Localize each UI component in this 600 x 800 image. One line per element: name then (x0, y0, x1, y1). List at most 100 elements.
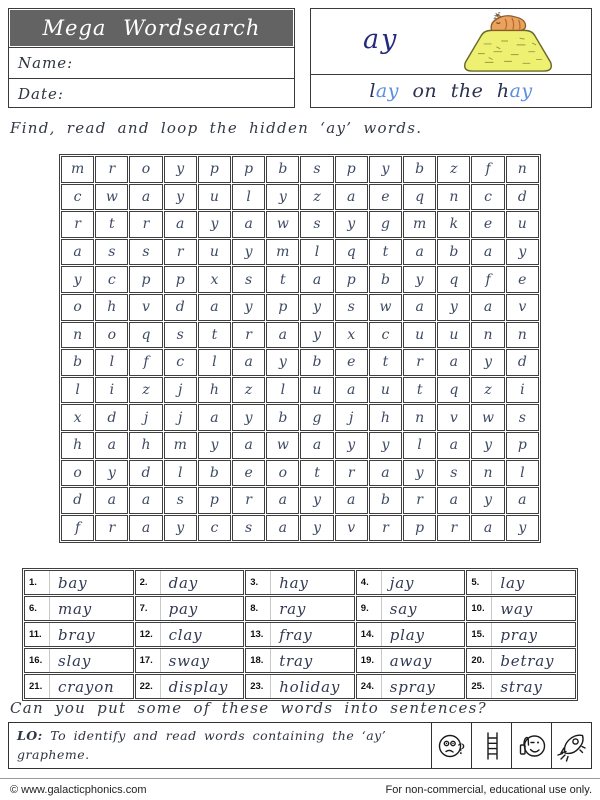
word-list-cell: 11. bray (24, 622, 134, 647)
date-field: Date: (9, 78, 294, 109)
grid-cell: b (266, 404, 300, 431)
grid-cell: v (505, 293, 539, 321)
word-number: 3. (246, 571, 272, 594)
grid-cell: u (505, 211, 539, 238)
grid-cell: a (334, 487, 368, 514)
grid-cell: f (471, 266, 505, 293)
grid-cell: p (334, 156, 368, 183)
grid-cell: a (266, 487, 300, 514)
grid-cell: r (232, 321, 266, 349)
word-list-cell: 4. jay (355, 570, 466, 595)
grid-cell: l (266, 376, 300, 404)
grid-cell: b (368, 266, 403, 293)
word-number: 14. (357, 623, 382, 646)
grid-cell: s (300, 211, 334, 238)
word-list-cell: 23. holiday (245, 674, 355, 699)
grid-cell: b (437, 238, 471, 266)
grid-cell: t (95, 211, 129, 238)
word-text: betray (500, 651, 555, 670)
grid-cell: l (61, 376, 95, 404)
footer-credit: © www.galacticphonics.com (10, 784, 147, 796)
grid-cell: b (368, 487, 403, 514)
word-list-cell: 16. slay (24, 648, 134, 673)
grid-cell: b (266, 156, 300, 183)
grid-cell: n (505, 321, 539, 349)
grid-cell: p (334, 266, 368, 293)
grid-cell: y (505, 238, 539, 266)
grid-cell: e (471, 211, 505, 238)
sentence-prompt: Can you put some of these words into sen… (10, 699, 488, 717)
grid-cell: o (61, 293, 95, 321)
grid-cell: s (505, 404, 539, 431)
grid-cell: z (232, 376, 266, 404)
grid-cell: i (95, 376, 129, 404)
lo-body: To identify and read words containing th… (17, 728, 387, 763)
grid-cell: c (197, 514, 232, 542)
grid-cell: d (61, 487, 95, 514)
word-number: 9. (357, 597, 382, 620)
grid-cell: p (197, 156, 232, 183)
grid-cell: y (95, 459, 129, 487)
grid-cell: w (368, 293, 403, 321)
instruction-text: Find, read and loop the hidden ‘ay’ word… (10, 119, 423, 137)
grid-cell: a (61, 238, 95, 266)
word-list-cell: 18. tray (245, 648, 355, 673)
ladder-icon (471, 723, 511, 768)
grid-cell: x (334, 321, 368, 349)
grid-cell: j (334, 404, 368, 431)
grid-cell: r (437, 514, 471, 542)
caption-part: on the h (398, 80, 510, 102)
grid-cell: n (437, 183, 471, 211)
grid-cell: h (368, 404, 403, 431)
word-text: may (58, 599, 93, 618)
svg-text:z: z (492, 12, 498, 21)
footer-license: For non-commercial, educational use only… (385, 784, 592, 796)
grid-cell: z (437, 156, 471, 183)
grid-cell: u (197, 183, 232, 211)
word-number: 1. (25, 571, 50, 594)
grid-cell: v (129, 293, 163, 321)
grid-cell: y (334, 431, 368, 459)
grid-cell: l (403, 431, 437, 459)
grid-cell: t (368, 238, 403, 266)
grid-cell: y (61, 266, 95, 293)
grid-cell: a (471, 293, 505, 321)
word-text: holiday (279, 677, 341, 696)
word-text: clay (168, 625, 203, 644)
grid-cell: b (197, 459, 232, 487)
grid-cell: c (163, 349, 197, 376)
grid-cell: a (163, 211, 197, 238)
grid-cell: a (334, 183, 368, 211)
grid-cell: a (403, 293, 437, 321)
word-list-cell: 25. stray (466, 674, 576, 699)
word-list-cell: 17. sway (134, 648, 245, 673)
grid-cell: y (300, 514, 334, 542)
grid-cell: m (403, 211, 437, 238)
grid-cell: a (437, 349, 471, 376)
grid-cell: s (232, 266, 266, 293)
header-box: Mega Wordsearch Name: Date: (8, 8, 295, 108)
grid-cell: d (95, 404, 129, 431)
grid-cell: d (505, 349, 539, 376)
word-text: say (389, 599, 418, 618)
grid-cell: r (95, 156, 129, 183)
grid-cell: l (232, 183, 266, 211)
grid-cell: s (437, 459, 471, 487)
lo-label: LO: (17, 728, 43, 743)
word-number: 24. (357, 675, 382, 698)
grid-cell: r (163, 238, 197, 266)
word-text: pray (500, 625, 538, 644)
grid-cell: y (266, 183, 300, 211)
grid-cell: a (129, 487, 163, 514)
name-field: Name: (9, 47, 294, 78)
word-number: 15. (467, 623, 493, 646)
grid-cell: y (471, 487, 505, 514)
grid-cell: y (334, 211, 368, 238)
word-text: hay (279, 573, 309, 592)
grid-cell: g (300, 404, 334, 431)
grid-cell: v (437, 404, 471, 431)
grid-cell: y (266, 349, 300, 376)
grid-cell: p (403, 514, 437, 542)
word-list-cell: 7. pay (134, 596, 245, 621)
grid-cell: a (505, 487, 539, 514)
